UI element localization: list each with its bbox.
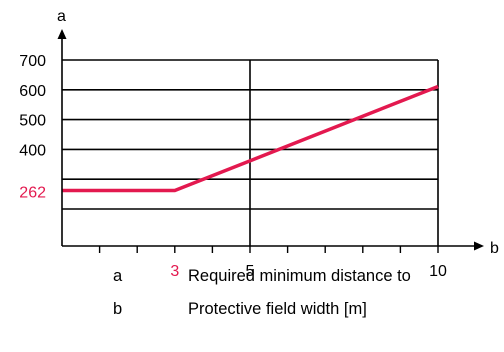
y-tick-label-400: 400 — [19, 142, 46, 159]
legend-key-b: b — [113, 300, 123, 318]
series-line-0 — [62, 84, 439, 193]
chart-axes — [57, 29, 484, 253]
legend-key-a: a — [113, 267, 123, 285]
y-tick-label-262: 262 — [19, 185, 46, 202]
chart-labels: 3 5 10 262 400 500 600 700 a b — [19, 8, 499, 280]
chart-grid — [62, 59, 439, 246]
x-axis-arrow — [474, 241, 484, 251]
y-axis-title: a — [57, 8, 66, 25]
y-axis-arrow — [57, 29, 67, 39]
legend-row-b: b Protective field width [m] — [0, 300, 504, 324]
x-tick-label-3: 3 — [170, 263, 179, 280]
y-tick-label-500: 500 — [19, 113, 46, 130]
legend-row-a: a Required minimum distance to — [0, 267, 504, 291]
x-axis-title: b — [490, 240, 499, 257]
x-tick-label-5: 5 — [246, 263, 255, 280]
chart-series — [62, 84, 439, 193]
y-tick-label-700: 700 — [19, 53, 46, 70]
chart: 3 5 10 262 400 500 600 700 a b — [19, 8, 499, 280]
x-tick-label-10: 10 — [429, 263, 447, 280]
legend-text-b: Protective field width [m] — [188, 300, 367, 318]
y-tick-label-600: 600 — [19, 83, 46, 100]
legend-text-a: Required minimum distance to — [188, 267, 411, 285]
